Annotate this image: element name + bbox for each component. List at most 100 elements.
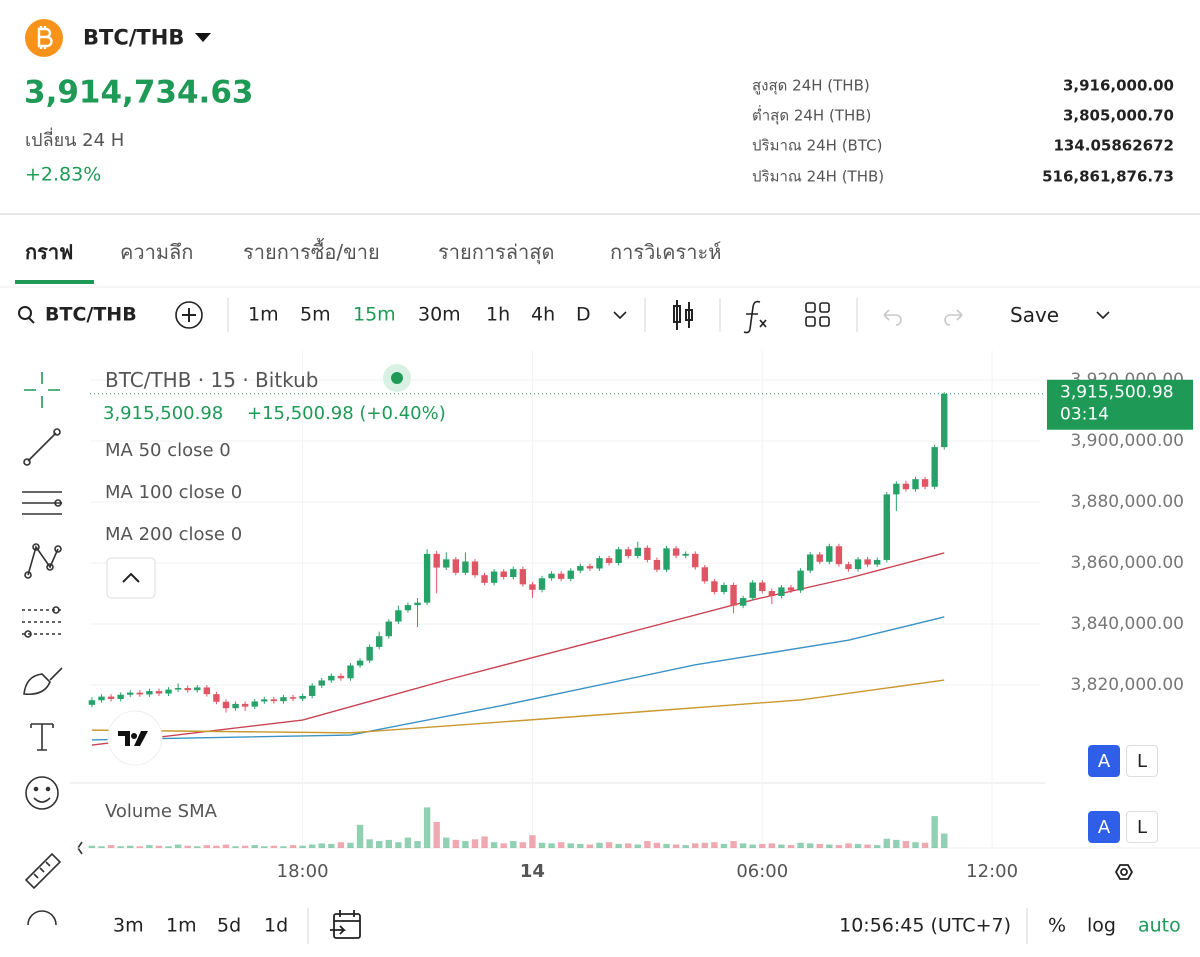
- volume-bar: [586, 844, 594, 848]
- volume-bar: [854, 843, 862, 848]
- ma-line: [91, 679, 945, 734]
- volume-bar: [806, 843, 814, 848]
- volume-bar: [941, 833, 948, 848]
- candle-body: [586, 566, 594, 569]
- volume-bar: [577, 843, 584, 848]
- interval[interactable]: 1h: [486, 303, 511, 326]
- candle-body: [107, 696, 115, 700]
- volume-bar: [299, 845, 306, 848]
- interval[interactable]: 5m: [300, 303, 331, 326]
- settings-icon[interactable]: [1114, 864, 1134, 880]
- volume-bar: [308, 844, 316, 848]
- candle-body: [711, 581, 718, 592]
- candle-body: [270, 699, 278, 702]
- volume-bar: [730, 841, 737, 848]
- drawing-tools[interactable]: [22, 372, 83, 926]
- candle-body: [299, 695, 306, 699]
- candle-body: [529, 584, 536, 590]
- range[interactable]: 1m: [166, 914, 197, 937]
- interval[interactable]: 1m: [248, 303, 279, 326]
- candle-body: [634, 547, 641, 556]
- change-label: เปลี่ยน 24 H: [25, 130, 125, 151]
- candle-body: [730, 584, 737, 606]
- log-scale[interactable]: L: [1126, 745, 1158, 777]
- candle-body: [261, 699, 268, 702]
- volume-bar: [873, 845, 881, 848]
- candle-body: [816, 554, 823, 562]
- volume-bar: [270, 845, 278, 848]
- interval[interactable]: 4h: [531, 303, 556, 326]
- candle-body: [213, 694, 220, 702]
- candle-body: [519, 569, 527, 585]
- volume-bar: [318, 843, 325, 848]
- candle-body: [596, 558, 603, 569]
- interval[interactable]: 30m: [418, 303, 461, 326]
- candle-body: [165, 689, 172, 694]
- stat-label: ปริมาณ 24H (THB): [752, 167, 885, 186]
- volume-bar: [289, 845, 297, 848]
- volume-bar: [347, 842, 354, 848]
- candle-body: [174, 688, 182, 690]
- candle-body: [251, 701, 258, 707]
- log-toggle[interactable]: log: [1087, 914, 1116, 937]
- interval[interactable]: D: [576, 303, 591, 326]
- tab[interactable]: ความลึก: [120, 240, 194, 264]
- candle-body: [912, 479, 919, 490]
- volume-bar: [711, 842, 718, 848]
- settings-icon-center: [1120, 868, 1128, 876]
- range[interactable]: 5d: [217, 914, 242, 937]
- volume-bar: [720, 843, 728, 848]
- candle-body: [787, 587, 795, 591]
- auto-toggle[interactable]: auto: [1138, 914, 1181, 937]
- volume-bar: [194, 846, 201, 848]
- y-tick-label: 3,880,000.00: [1070, 492, 1184, 512]
- range[interactable]: 1d: [264, 914, 289, 937]
- volume-bar: [692, 843, 699, 848]
- tab[interactable]: รายการซื้อ/ขาย: [243, 240, 380, 264]
- tab[interactable]: รายการล่าสุด: [438, 240, 555, 264]
- candle-body: [931, 447, 938, 487]
- range[interactable]: 3m: [113, 914, 144, 937]
- volume-bar: [864, 844, 871, 848]
- candle-body: [749, 582, 756, 599]
- candle-body: [366, 646, 373, 661]
- volume-bar: [471, 839, 479, 848]
- save-button[interactable]: Save: [1010, 303, 1060, 327]
- volume-bar: [203, 845, 211, 848]
- candle-body: [625, 549, 632, 556]
- interval[interactable]: 15m: [353, 303, 396, 326]
- collapse-button[interactable]: [106, 557, 156, 599]
- candle-body: [883, 494, 890, 560]
- volume-bar: [184, 845, 191, 848]
- candle-body: [663, 548, 670, 570]
- pair[interactable]: BTC/THB: [83, 25, 185, 50]
- log-scale[interactable]: L: [1126, 811, 1158, 843]
- volume-bar: [845, 843, 852, 848]
- tab[interactable]: กราฟ: [25, 240, 74, 264]
- auto-scale[interactable]: A: [1088, 811, 1120, 843]
- volume-bar: [567, 843, 574, 848]
- symbol-search[interactable]: BTC/THB: [45, 303, 137, 326]
- candle-body: [768, 591, 776, 596]
- candle-body: [88, 700, 96, 705]
- volume-bar: [376, 841, 383, 848]
- candle-body: [155, 691, 163, 694]
- ma-line: [91, 552, 945, 746]
- volume-bar: [443, 837, 450, 848]
- dropdown-arrow[interactable]: [195, 33, 211, 42]
- volume-bar: [596, 842, 603, 848]
- candle-body: [845, 564, 852, 570]
- candle-body: [337, 675, 345, 679]
- tab[interactable]: การวิเคราะห์: [610, 240, 722, 264]
- percent-toggle[interactable]: %: [1048, 914, 1067, 937]
- volume-bar: [174, 844, 182, 848]
- toolbar-separators: [227, 298, 1028, 944]
- volume-bar: [663, 843, 670, 848]
- auto-scale[interactable]: A: [1088, 745, 1120, 777]
- last-price-label: 3,915,500.98: [1060, 383, 1174, 403]
- candle-body: [241, 703, 249, 707]
- volume-bar: [136, 846, 143, 848]
- calendar-icon[interactable]: [330, 910, 361, 939]
- x-tick-label: 18:00: [277, 861, 329, 882]
